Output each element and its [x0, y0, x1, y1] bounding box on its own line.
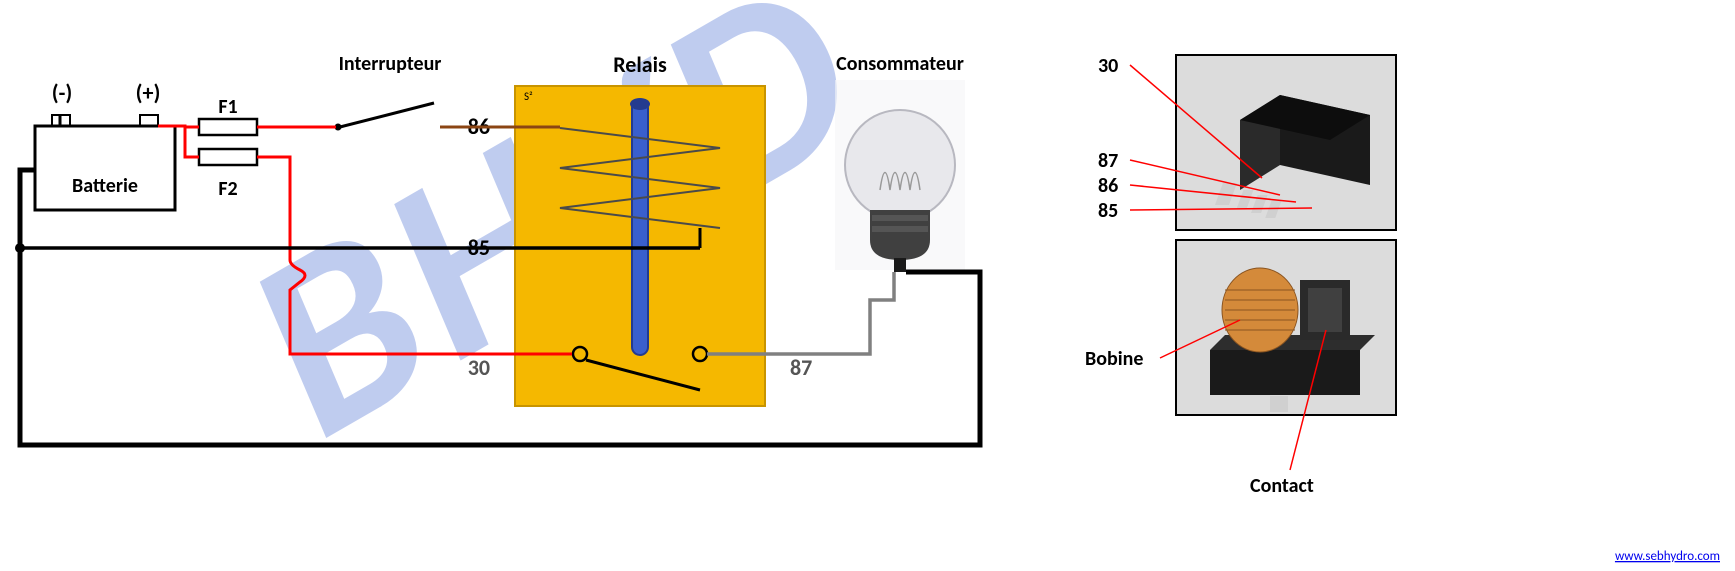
label-consumer: Consommateur [836, 52, 964, 76]
label-relay: Relais [613, 51, 667, 78]
consumer-bulb: Consommateur [835, 52, 965, 272]
photo-p87: 87 [1098, 149, 1118, 173]
label-neg: (-) [52, 79, 72, 106]
photo-relay-top [1176, 55, 1396, 230]
photo-p85: 85 [1098, 199, 1118, 223]
photo-relay-open [1176, 240, 1396, 415]
photo-p30: 30 [1098, 54, 1118, 78]
label-switch: Interrupteur [339, 52, 442, 76]
battery: (-) (+) Batterie [35, 79, 175, 210]
url-link[interactable]: www.sebhydro.com [1615, 549, 1720, 564]
label-pin30: 30 [468, 354, 490, 381]
fuses: F1 F2 [199, 95, 257, 201]
label-f2: F2 [218, 177, 237, 201]
label-bobine: Bobine [1085, 347, 1143, 371]
label-contact: Contact [1250, 474, 1314, 498]
label-pos: (+) [136, 79, 161, 106]
label-f1: F1 [218, 95, 237, 119]
label-pin87: 87 [790, 354, 812, 381]
diagram-canvas: BHYD (-) (+) Batterie F1 F2 Interrupteur… [0, 0, 1735, 571]
label-s2: S² [524, 90, 533, 103]
label-battery: Batterie [72, 174, 138, 198]
photo-p86: 86 [1098, 174, 1118, 198]
